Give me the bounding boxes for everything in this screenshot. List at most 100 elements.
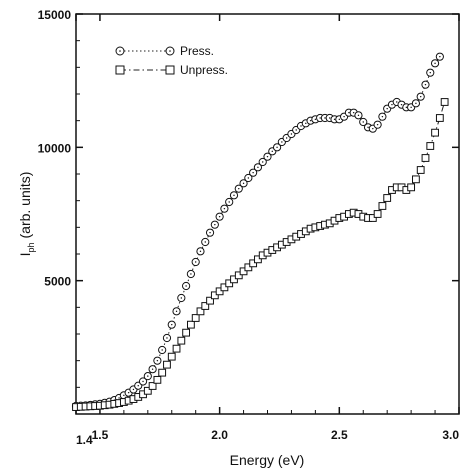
legend-marker <box>115 65 125 75</box>
data-point-center <box>314 118 317 121</box>
x-tick-label: 2.5 <box>331 428 348 442</box>
data-point <box>244 263 253 272</box>
data-point-center <box>343 115 345 118</box>
data-point-center <box>142 380 144 383</box>
y-tick-label: 5000 <box>44 275 71 289</box>
data-point <box>440 98 449 106</box>
data-point <box>148 382 157 390</box>
y-axis-title-rest: (arb. units) <box>17 172 33 239</box>
data-point-center <box>151 368 154 370</box>
data-point-center <box>386 107 388 110</box>
data-point-center <box>223 207 226 210</box>
x-tick-label: 1.5 <box>92 428 109 442</box>
data-point-center <box>434 62 436 65</box>
data-point <box>177 336 186 345</box>
data-point <box>435 114 444 122</box>
data-point-center <box>127 391 130 394</box>
data-point-center <box>338 118 341 121</box>
data-point-center <box>362 121 364 123</box>
data-point <box>167 352 176 361</box>
legend: Press. Unpress. <box>115 44 228 77</box>
data-point-center <box>285 137 288 139</box>
data-point-center <box>309 119 312 122</box>
data-point-center <box>209 231 211 234</box>
y-axis-ticks: 5000 10000 15000 <box>38 8 459 388</box>
data-point <box>191 314 200 322</box>
data-point <box>187 320 195 329</box>
data-point <box>254 255 262 264</box>
data-point <box>215 287 224 296</box>
plot-frame <box>75 13 460 415</box>
data-point-center <box>276 146 278 149</box>
data-point-center <box>367 126 369 129</box>
data-point-center <box>352 111 355 114</box>
data-point-center <box>204 241 206 243</box>
data-point-center <box>185 285 187 287</box>
data-point <box>196 307 205 316</box>
data-point-center <box>410 106 412 109</box>
data-point <box>373 210 382 218</box>
data-point-center <box>333 118 336 121</box>
data-point <box>412 175 420 184</box>
data-point-center <box>214 223 216 226</box>
data-point <box>249 259 258 268</box>
data-point-center <box>266 155 269 158</box>
data-point <box>182 328 191 337</box>
data-point-center <box>300 125 302 127</box>
data-point <box>163 360 171 369</box>
data-point <box>225 279 234 288</box>
data-point-center <box>329 117 331 119</box>
legend-marker <box>165 65 175 75</box>
data-point <box>201 302 210 310</box>
data-point-center <box>118 397 120 399</box>
data-point <box>234 271 243 280</box>
data-point <box>426 142 435 150</box>
data-point <box>431 128 439 137</box>
y-axis-title-main: I <box>17 253 33 257</box>
data-point-center <box>137 385 139 387</box>
data-point <box>416 166 425 174</box>
data-point-center <box>348 111 350 114</box>
data-point <box>172 344 181 353</box>
data-point-center <box>262 161 264 163</box>
data-point-center <box>372 127 374 130</box>
data-point-center <box>233 194 235 197</box>
data-point-center <box>271 150 273 153</box>
data-point <box>158 368 167 377</box>
data-point-center <box>357 114 360 117</box>
x-tick-label: 1.4 <box>76 433 93 447</box>
data-point <box>220 283 229 292</box>
series-layer <box>71 52 449 411</box>
data-point-center <box>415 102 417 105</box>
data-point <box>210 291 219 300</box>
data-point-center <box>257 166 259 169</box>
data-point-center <box>175 310 178 313</box>
legend-label: Unpress. <box>180 63 228 77</box>
data-point-center <box>194 261 197 263</box>
data-point <box>206 296 214 305</box>
data-point-center <box>376 123 379 126</box>
data-point-center <box>228 201 230 203</box>
data-point <box>421 154 430 162</box>
x-axis-title: Energy (eV) <box>230 452 305 468</box>
data-point-center <box>171 323 173 326</box>
data-point-center <box>381 115 384 118</box>
legend-marker-center <box>119 50 121 52</box>
data-point <box>368 214 377 222</box>
series-unpress <box>72 98 449 411</box>
data-point-center <box>400 103 403 106</box>
data-point-center <box>156 359 159 362</box>
data-point-center <box>281 141 283 143</box>
data-point <box>239 267 248 276</box>
y-tick-label: 15000 <box>38 8 72 22</box>
data-point-center <box>199 250 202 253</box>
y-axis-title: Iph (arb. units) <box>17 172 36 257</box>
data-point <box>378 202 387 210</box>
data-point <box>407 183 416 192</box>
data-point-center <box>180 297 183 299</box>
y-axis-title-subscript: ph <box>26 243 36 253</box>
data-point-center <box>396 101 398 103</box>
data-point-center <box>424 83 427 86</box>
data-point-center <box>290 133 293 135</box>
y-tick-label: 10000 <box>38 141 72 155</box>
